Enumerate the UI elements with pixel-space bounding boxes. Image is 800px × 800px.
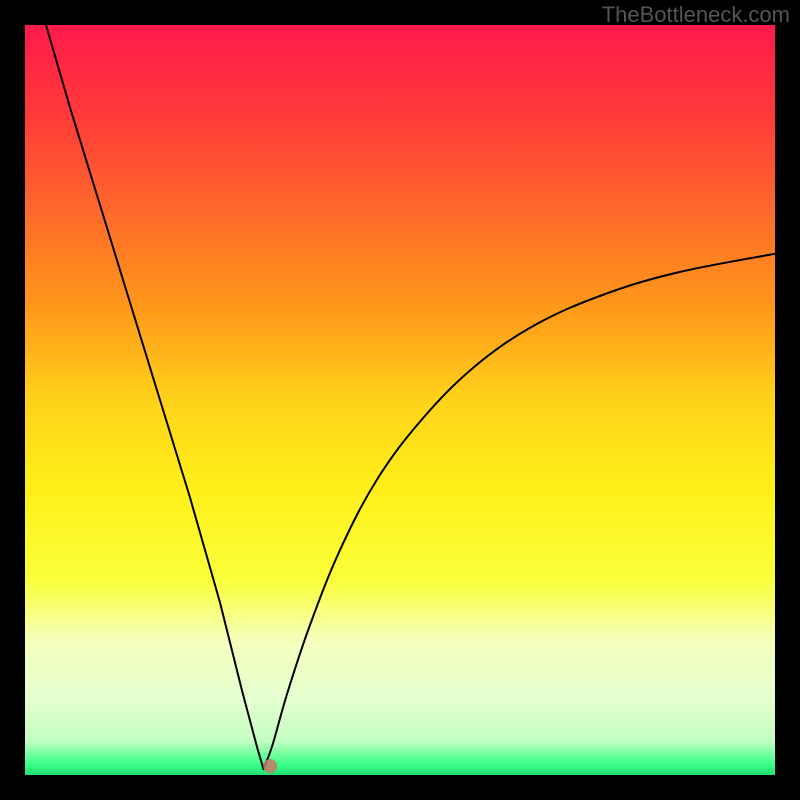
watermark-text: TheBottleneck.com [602, 2, 790, 28]
plot-area [25, 25, 775, 775]
bottleneck-chart [25, 25, 775, 775]
chart-frame: TheBottleneck.com [0, 0, 800, 800]
optimum-marker [263, 759, 277, 773]
gradient-background [25, 25, 775, 775]
